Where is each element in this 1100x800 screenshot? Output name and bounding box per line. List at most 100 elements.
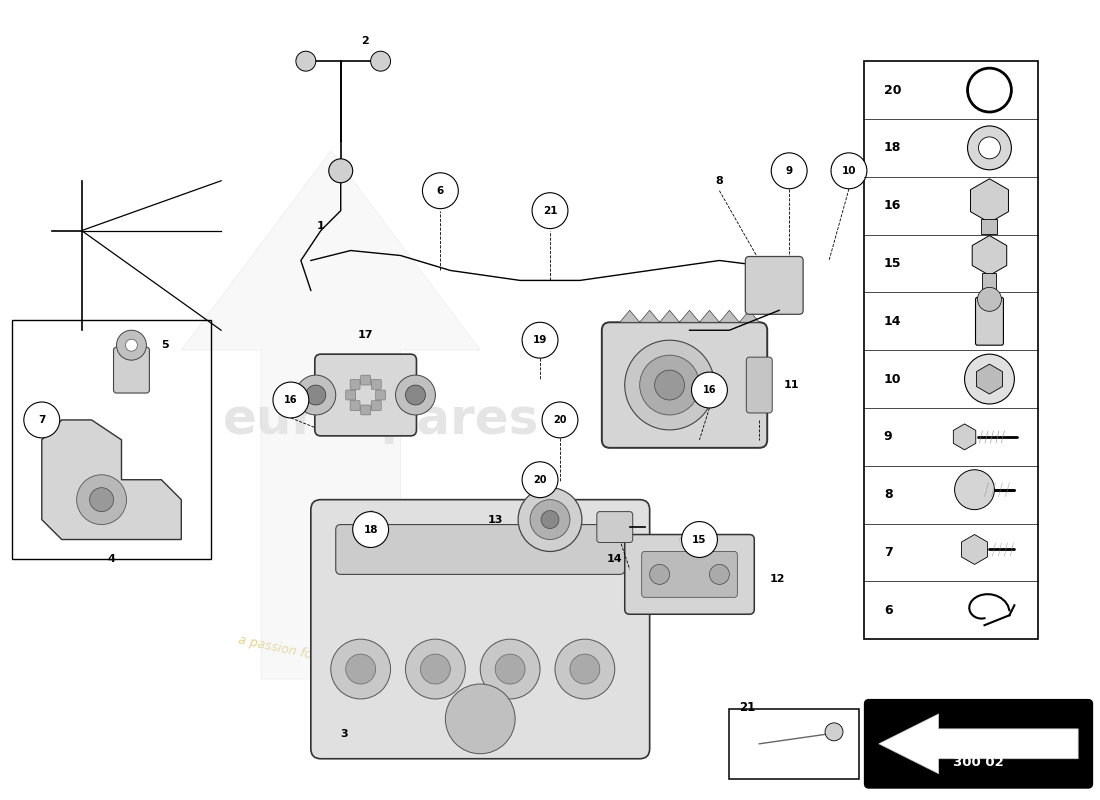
Polygon shape: [739, 310, 759, 322]
FancyBboxPatch shape: [336, 525, 625, 574]
Text: 16: 16: [703, 385, 716, 395]
Circle shape: [446, 684, 515, 754]
FancyBboxPatch shape: [371, 401, 382, 410]
Text: 7: 7: [39, 415, 45, 425]
Circle shape: [541, 510, 559, 529]
Text: 4: 4: [108, 554, 115, 565]
FancyBboxPatch shape: [981, 218, 998, 234]
FancyBboxPatch shape: [315, 354, 417, 436]
Circle shape: [978, 287, 1001, 311]
Circle shape: [481, 639, 540, 699]
Polygon shape: [972, 235, 1006, 275]
Text: 10: 10: [883, 373, 901, 386]
Circle shape: [296, 375, 336, 415]
Text: 8: 8: [883, 488, 892, 501]
FancyBboxPatch shape: [361, 405, 371, 415]
FancyBboxPatch shape: [350, 401, 360, 410]
Polygon shape: [182, 151, 481, 679]
Text: 15: 15: [692, 534, 706, 545]
Text: 6: 6: [883, 604, 892, 617]
Circle shape: [965, 354, 1014, 404]
FancyBboxPatch shape: [597, 512, 632, 542]
Circle shape: [406, 639, 465, 699]
Text: 8: 8: [715, 176, 724, 186]
Text: 1: 1: [317, 221, 324, 230]
FancyBboxPatch shape: [375, 390, 386, 400]
FancyBboxPatch shape: [729, 709, 859, 778]
Text: 3: 3: [341, 729, 349, 739]
Polygon shape: [42, 420, 182, 539]
Text: 15: 15: [883, 257, 901, 270]
Circle shape: [979, 137, 1000, 159]
Circle shape: [329, 159, 353, 182]
Circle shape: [650, 565, 670, 584]
Circle shape: [570, 654, 600, 684]
FancyBboxPatch shape: [361, 375, 371, 385]
Text: 16: 16: [284, 395, 298, 405]
Text: 10: 10: [842, 166, 856, 176]
Circle shape: [771, 153, 807, 189]
Circle shape: [89, 488, 113, 512]
FancyBboxPatch shape: [311, 500, 650, 758]
Polygon shape: [954, 424, 976, 450]
Polygon shape: [700, 310, 719, 322]
FancyBboxPatch shape: [746, 257, 803, 314]
Polygon shape: [970, 178, 1009, 222]
Circle shape: [625, 340, 714, 430]
Circle shape: [522, 462, 558, 498]
Text: 19: 19: [532, 335, 547, 346]
Text: 300 02: 300 02: [953, 756, 1004, 769]
Text: 14: 14: [883, 314, 901, 328]
FancyBboxPatch shape: [602, 322, 767, 448]
Circle shape: [825, 723, 843, 741]
Circle shape: [296, 51, 316, 71]
Text: 18: 18: [363, 525, 378, 534]
Text: a passion for parts since 1985: a passion for parts since 1985: [238, 633, 425, 685]
Circle shape: [968, 126, 1011, 170]
Circle shape: [331, 639, 390, 699]
Circle shape: [345, 654, 375, 684]
FancyBboxPatch shape: [350, 379, 360, 390]
Text: 12: 12: [769, 574, 784, 584]
Polygon shape: [660, 310, 680, 322]
Text: 9: 9: [883, 430, 892, 443]
Text: eurospares: eurospares: [222, 396, 539, 444]
Text: 20: 20: [534, 474, 547, 485]
Circle shape: [273, 382, 309, 418]
Circle shape: [654, 370, 684, 400]
FancyBboxPatch shape: [113, 347, 150, 393]
Circle shape: [24, 402, 59, 438]
FancyBboxPatch shape: [345, 390, 355, 400]
Text: 21: 21: [542, 206, 558, 216]
Circle shape: [682, 522, 717, 558]
Circle shape: [542, 402, 578, 438]
Circle shape: [422, 173, 459, 209]
Text: 14: 14: [607, 554, 623, 565]
Circle shape: [406, 385, 426, 405]
FancyBboxPatch shape: [641, 551, 737, 598]
Circle shape: [125, 339, 138, 351]
FancyBboxPatch shape: [982, 274, 997, 294]
Polygon shape: [719, 310, 739, 322]
Text: 16: 16: [883, 199, 901, 212]
Circle shape: [77, 474, 127, 525]
Polygon shape: [680, 310, 700, 322]
FancyBboxPatch shape: [976, 298, 1003, 345]
Text: 17: 17: [358, 330, 373, 340]
Circle shape: [495, 654, 525, 684]
FancyBboxPatch shape: [625, 534, 755, 614]
Circle shape: [968, 68, 1011, 112]
Polygon shape: [879, 714, 1078, 774]
Circle shape: [371, 51, 390, 71]
Text: 5: 5: [162, 340, 169, 350]
Circle shape: [830, 153, 867, 189]
Circle shape: [396, 375, 436, 415]
FancyBboxPatch shape: [864, 61, 1038, 639]
Circle shape: [640, 355, 700, 415]
Circle shape: [420, 654, 450, 684]
Circle shape: [710, 565, 729, 584]
Circle shape: [518, 488, 582, 551]
Text: 6: 6: [437, 186, 444, 196]
Circle shape: [692, 372, 727, 408]
Text: 20: 20: [883, 83, 901, 97]
